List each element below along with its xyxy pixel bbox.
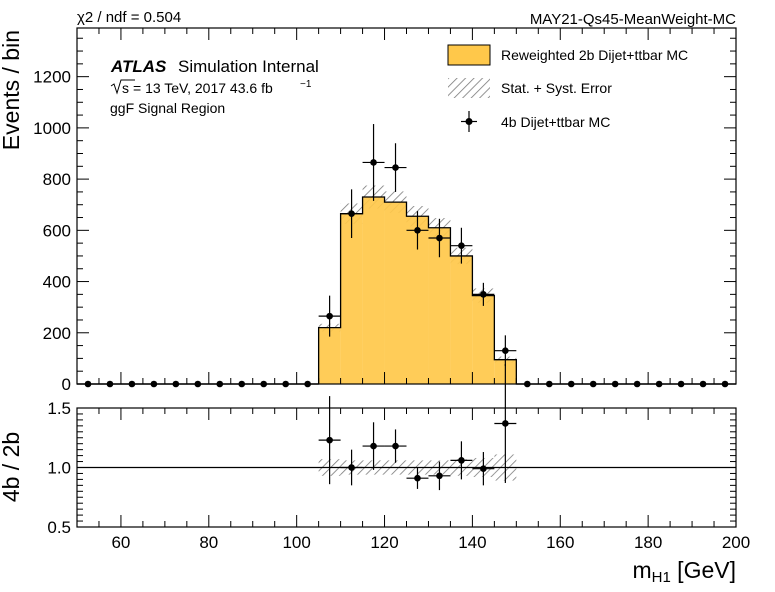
ratio-point-marker: [370, 442, 377, 450]
svg-text:s: s: [122, 80, 129, 96]
data-point: [362, 124, 385, 201]
top-axis-ticks: [76, 28, 737, 385]
histogram-bar: [384, 202, 407, 384]
legend: Reweighted 2b Dijet+ttbar MC Stat. + Sys…: [447, 44, 688, 132]
histogram-bar: [318, 327, 341, 384]
x-tick-label: 100: [282, 533, 310, 552]
legend-hist-label: Reweighted 2b Dijet+ttbar MC: [501, 47, 688, 63]
point-marker: [392, 164, 399, 171]
x-tick-label: 120: [370, 533, 398, 552]
x-tick-label: 180: [634, 533, 662, 552]
x-tick-label: 60: [111, 533, 130, 552]
svg-text:−1: −1: [300, 79, 312, 90]
point-marker: [458, 242, 465, 249]
ratio-point-marker: [392, 442, 399, 450]
ratio-point-marker: [326, 436, 333, 444]
ratio-point-marker: [414, 474, 421, 482]
simulation-internal-label: Simulation Internal: [178, 57, 319, 76]
data-point: [318, 295, 341, 337]
legend-hist-swatch: [447, 44, 491, 66]
data-point: [428, 218, 451, 258]
y-tick-label: 600: [43, 221, 71, 240]
sqrt-icon: [110, 79, 135, 95]
y-tick-label: 0: [62, 375, 71, 394]
histogram-bar: [340, 213, 363, 384]
ratio-y-tick-labels: 0.5 1.0 1.5: [47, 399, 71, 537]
y-tick-label: 800: [43, 170, 71, 189]
ratio-point: [318, 396, 341, 485]
histogram-bar: [428, 227, 451, 384]
ratio-point-marker: [458, 457, 465, 464]
point-marker: [480, 291, 487, 298]
atlas-label: ATLAS: [110, 57, 167, 76]
histogram-bar: [472, 295, 495, 384]
data-point: [450, 227, 473, 264]
ratio-point-marker: [480, 465, 487, 472]
ratio-point: [406, 467, 429, 489]
x-tick-label: 140: [458, 533, 486, 552]
x-tick-label: 80: [199, 533, 218, 552]
y-tick-label: 400: [43, 273, 71, 292]
ratio-point-marker: [502, 420, 509, 427]
x-tick-labels: 60 80 100 120 140 160 180 200: [111, 533, 750, 552]
ratio-point: [340, 449, 363, 486]
point-marker: [370, 159, 377, 166]
sample-tag-label: MAY21-Qs45-MeanWeight-MC: [530, 11, 736, 28]
ratio-point-marker: [348, 464, 355, 471]
histogram-bar: [450, 255, 473, 384]
histogram-bar: [362, 197, 385, 384]
top-histogram: [77, 196, 736, 385]
legend-band-label: Stat. + Syst. Error: [501, 80, 612, 96]
y-tick-label: 1000: [33, 119, 71, 138]
y-tick-label: 1.0: [47, 459, 71, 478]
ratio-point: [362, 422, 385, 470]
top-y-axis-title: Events / bin: [0, 30, 24, 150]
energy-lumi-label: s = 13 TeV, 2017 43.6 fb −1: [110, 79, 312, 96]
ratio-axis-ticks: [76, 407, 737, 528]
ratio-point: [384, 429, 407, 463]
chi2-label: χ2 / ndf = 0.504: [77, 9, 181, 26]
svg-text:= 13 TeV, 2017 43.6 fb: = 13 TeV, 2017 43.6 fb: [133, 80, 273, 96]
x-tick-label: 200: [722, 533, 750, 552]
point-marker: [436, 234, 443, 242]
data-point: [472, 282, 495, 306]
legend-points-label: 4b Dijet+ttbar MC: [501, 114, 610, 130]
ratio-point: [472, 452, 495, 486]
ratio-point: [450, 441, 473, 480]
point-marker: [326, 312, 333, 320]
histogram-bar: [406, 216, 429, 384]
y-tick-label: 200: [43, 324, 71, 343]
region-label: ggF Signal Region: [110, 100, 225, 116]
ratio-point-marker: [436, 472, 443, 480]
data-point: [384, 143, 407, 192]
top-y-tick-labels: 0 200 400 600 800 1000 1200: [33, 68, 71, 394]
point-marker: [348, 210, 355, 217]
legend-points-marker: [461, 111, 477, 132]
ratio-y-axis-title: 4b / 2b: [0, 432, 24, 502]
x-tick-label: 160: [546, 533, 574, 552]
y-tick-label: 1.5: [47, 399, 71, 418]
legend-band-swatch: [448, 78, 490, 98]
point-marker: [502, 347, 509, 355]
y-tick-label: 0.5: [47, 518, 71, 537]
y-tick-label: 1200: [33, 68, 71, 87]
ratio-point: [428, 461, 451, 491]
data-point: [406, 211, 429, 250]
data-point: [340, 189, 363, 239]
data-point: [494, 335, 517, 367]
x-axis-title: mH1 [GeV]: [632, 557, 736, 586]
ratio-data-points: [318, 363, 517, 491]
point-marker: [414, 227, 421, 234]
